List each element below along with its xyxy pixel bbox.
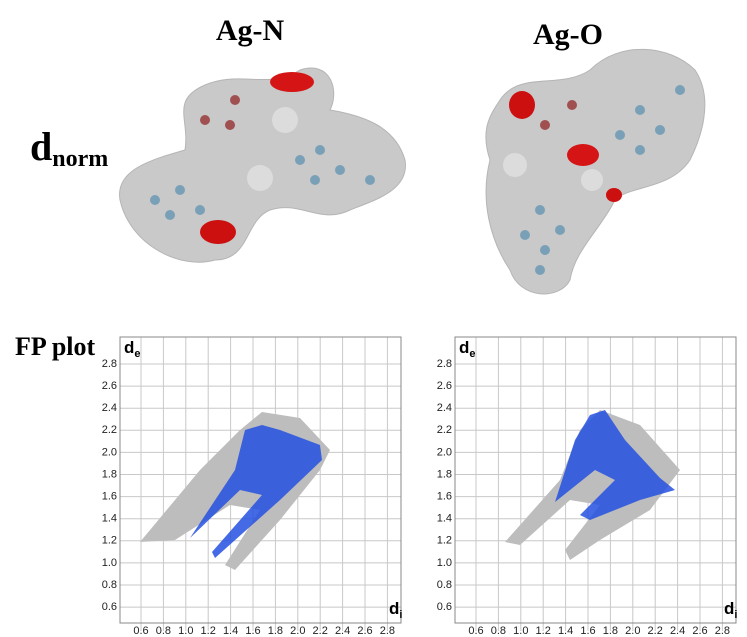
y-axis-label-main: d [459,338,469,357]
atom [581,169,603,191]
x-tick-label: 0.6 [133,625,148,637]
x-axis-label-main: d [724,599,734,618]
contact-spot [270,72,314,92]
y-tick-label: 2.2 [102,424,117,436]
x-tick-label: 2.2 [313,625,328,637]
y-tick-label: 1.6 [437,491,452,503]
y-tick-label: 0.8 [102,579,117,591]
fp-plot: 2.8 2.6 2.4 2.2 2.0 1.8 1.6 1.4 1.2 1.0 0.8 0.6 0.6 0… [102,336,402,637]
x-tick-label: 2.6 [692,625,707,637]
y-tick-label: 0.6 [437,601,452,613]
plots: 2.8 2.6 2.4 2.2 2.0 1.8 1.6 1.4 1.2 1.0 0.8 0.6 0.6 0… [102,336,737,637]
column-title: Ag-N [216,14,285,47]
y-tick-label: 1.8 [102,468,117,480]
plot-frame [454,336,737,624]
row-label: dnorm [30,124,108,172]
x-tick-label: 1.6 [245,625,260,637]
fp-blue-cloud [555,410,675,520]
contact-spot [509,91,535,119]
y-tick-label: 1.6 [102,491,117,503]
contact-spot [200,220,236,244]
y-tick-label: 2.4 [437,402,452,414]
x-tick-label: 1.4 [558,625,573,637]
atoms [520,85,685,275]
x-tick-label: 0.8 [156,625,171,637]
x-tick-label: 1.2 [536,625,551,637]
y-tick-label: 2.8 [437,358,452,370]
y-tick-label: 2.4 [102,402,117,414]
y-tick-label: 1.2 [437,535,452,547]
x-tick-label: 2.8 [380,625,395,637]
y-tick-label: 2.0 [102,446,117,458]
y-tick-label: 1.2 [102,535,117,547]
y-tick-label: 0.6 [102,601,117,613]
o-atoms [200,95,240,130]
x-tick-label: 2.4 [670,625,685,637]
atom [503,153,527,177]
x-axis-label-main: d [389,599,399,618]
y-tick-label: 0.8 [437,579,452,591]
contact-spot [606,188,622,202]
y-tick-label: 2.6 [102,380,117,392]
x-tick-label: 1.6 [580,625,595,637]
x-axis-label: di [724,599,737,621]
y-axis-label-sub: e [469,348,475,360]
x-tick-label: 2.8 [715,625,730,637]
x-tick-label: 2.4 [335,625,350,637]
y-tick-label: 1.4 [102,513,117,525]
y-tick-label: 1.8 [437,468,452,480]
x-tick-label: 1.8 [268,625,283,637]
x-tick-label: 2.6 [357,625,372,637]
y-tick-label: 1.4 [437,513,452,525]
surface [119,67,406,263]
x-tick-label: 1.2 [201,625,216,637]
y-axis-label-main: d [124,338,134,357]
y-axis-label: de [124,338,141,360]
y-axis-label-sub: e [134,348,140,360]
x-tick-label: 2.0 [625,625,640,637]
atom [272,107,298,133]
x-tick-label: 1.0 [178,625,193,637]
surface-ag-o [485,48,706,295]
fp-gray-cloud [505,410,680,560]
y-tick-label: 1.0 [102,557,117,569]
x-axis-label-sub: i [734,609,737,621]
row-label-sub: norm [52,146,108,172]
row-label-main: d [30,124,52,169]
y-tick-label: 2.6 [437,380,452,392]
plot-frame [119,336,402,624]
column-title: Ag-O [533,18,603,51]
x-tick-label: 0.6 [468,625,483,637]
y-axis-label: de [459,338,476,360]
x-tick-label: 1.8 [603,625,618,637]
x-tick-label: 2.2 [648,625,663,637]
contact-spot [567,144,599,166]
x-tick-label: 1.4 [223,625,238,637]
row-label: FP plot [15,332,96,361]
surface-ag-n [119,67,406,263]
atom [247,165,273,191]
y-tick-label: 2.0 [437,446,452,458]
x-tick-label: 1.0 [513,625,528,637]
y-tick-label: 2.8 [102,358,117,370]
atoms [150,145,375,220]
x-tick-label: 2.0 [290,625,305,637]
x-axis-label-sub: i [399,609,402,621]
y-tick-label: 1.0 [437,557,452,569]
y-tick-label: 2.2 [437,424,452,436]
x-axis-label: di [389,599,402,621]
fp-plot: 2.8 2.6 2.4 2.2 2.0 1.8 1.6 1.4 1.2 1.0 0.8 0.6 0.6 0… [437,336,737,637]
fp-blue-cloud [190,425,322,558]
o-atoms [540,100,577,130]
x-tick-label: 0.8 [491,625,506,637]
